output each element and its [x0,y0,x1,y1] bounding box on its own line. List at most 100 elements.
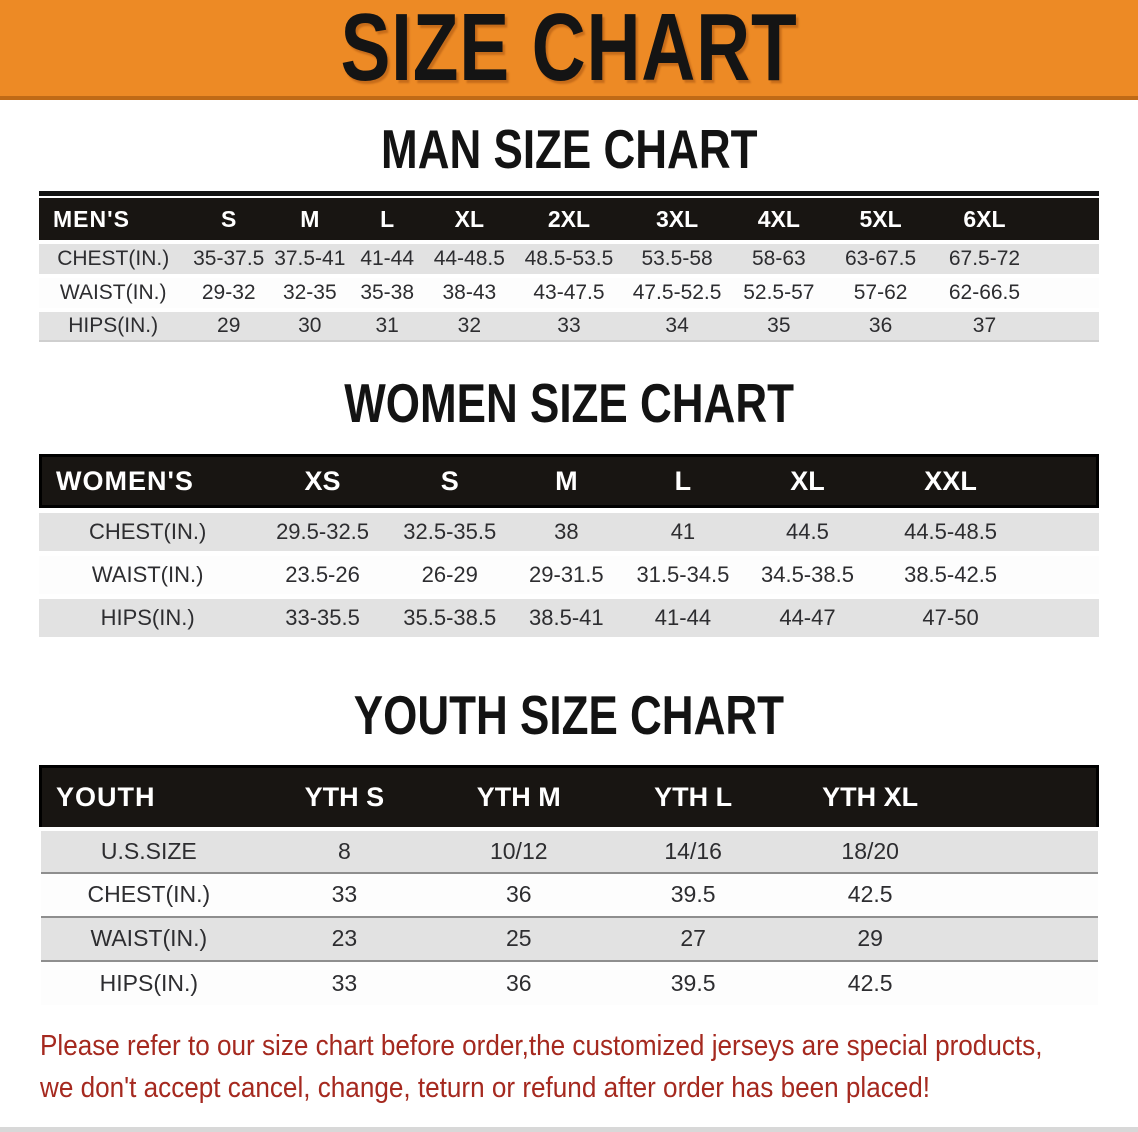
row-label: U.S.SIZE [40,826,258,873]
value-cell: 35 [730,312,828,342]
men-chest-row: CHEST(IN.) 35-37.5 37.5-41 41-44 44-48.5… [39,244,1099,274]
value-cell: 29-31.5 [510,556,622,594]
value-cell: 32-35 [270,278,350,308]
women-size-header: L [621,454,744,508]
women-size-header: XS [256,454,389,508]
value-cell: 31 [349,312,425,342]
men-section-heading: MAN SIZE CHART [0,122,1138,177]
banner: SIZE CHART [0,0,1138,100]
value-cell: 34 [624,312,731,342]
men-group-label: MEN'S [39,198,188,240]
spacer-cell [960,871,1098,917]
value-cell: 44.5 [743,513,872,551]
value-cell: 14/16 [605,826,781,873]
men-hips-row: HIPS(IN.) 29 30 31 32 33 34 35 36 37 [39,312,1099,342]
spacer-cell [960,826,1098,873]
men-size-header: L [349,198,425,240]
value-cell: 29 [187,312,271,342]
women-section-heading-text: WOMEN SIZE CHART [344,372,794,434]
value-cell: 57-62 [827,278,934,308]
row-label: HIPS(IN.) [39,599,257,637]
women-group-label: WOMEN'S [39,454,257,508]
value-cell: 52.5-57 [730,278,828,308]
value-cell: 67.5-72 [933,244,1036,274]
women-header-row: WOMEN'S XS S M L XL XXL [39,454,1099,508]
men-size-header: 2XL [513,198,625,240]
value-cell: 41 [621,513,744,551]
row-label: HIPS(IN.) [39,312,188,342]
men-size-header: M [270,198,350,240]
youth-size-header: YTH L [605,765,781,830]
women-size-header: XXL [871,454,1031,508]
value-cell: 37.5-41 [270,244,350,274]
women-size-header: XL [743,454,872,508]
value-cell: 42.5 [780,959,961,1005]
youth-size-header: YTH S [257,765,432,830]
value-cell: 63-67.5 [827,244,934,274]
value-cell: 36 [431,871,606,917]
value-cell: 8 [257,826,432,873]
value-cell: 33 [513,312,625,342]
youth-waist-row: WAIST(IN.) 23 25 27 29 [40,915,1098,961]
row-label: CHEST(IN.) [40,871,258,917]
youth-size-header: YTH XL [780,765,961,830]
women-chest-row: CHEST(IN.) 29.5-32.5 32.5-35.5 38 41 44.… [39,513,1099,551]
spacer-cell [1035,278,1099,308]
men-size-header: S [187,198,271,240]
value-cell: 29 [780,915,961,961]
spacer-cell [1030,513,1099,551]
value-cell: 36 [827,312,934,342]
value-cell: 30 [270,312,350,342]
women-waist-row: WAIST(IN.) 23.5-26 26-29 29-31.5 31.5-34… [39,556,1099,594]
value-cell: 42.5 [780,871,961,917]
row-label: WAIST(IN.) [39,278,188,308]
value-cell: 36 [431,959,606,1005]
men-header-row: MEN'S S M L XL 2XL 3XL 4XL 5XL 6XL [39,198,1099,240]
value-cell: 53.5-58 [624,244,731,274]
value-cell: 18/20 [780,826,961,873]
value-cell: 44-47 [743,599,872,637]
value-cell: 39.5 [605,959,781,1005]
value-cell: 34.5-38.5 [743,556,872,594]
youth-header-row: YOUTH YTH S YTH M YTH L YTH XL [39,765,1100,830]
spacer-cell [960,765,1100,830]
value-cell: 27 [605,915,781,961]
youth-size-header: YTH M [431,765,606,830]
page-title: SIZE CHART [340,0,798,101]
value-cell: 33-35.5 [256,599,389,637]
order-policy-line-2: we don't accept cancel, change, teturn o… [40,1071,931,1104]
spacer-cell [1030,454,1099,508]
spacer-cell [1035,312,1099,342]
order-policy-note: Please refer to our size chart before or… [40,1025,1138,1109]
value-cell: 10/12 [431,826,606,873]
value-cell: 44-48.5 [424,244,514,274]
value-cell: 41-44 [349,244,425,274]
row-label: HIPS(IN.) [40,959,258,1005]
value-cell: 32 [424,312,514,342]
youth-section-heading: YOUTH SIZE CHART [0,688,1138,743]
value-cell: 23 [257,915,432,961]
women-size-header: S [388,454,511,508]
value-cell: 29.5-32.5 [256,513,389,551]
value-cell: 23.5-26 [256,556,389,594]
value-cell: 38.5-41 [510,599,622,637]
spacer-cell [1035,198,1099,240]
youth-ussize-row: U.S.SIZE 8 10/12 14/16 18/20 [40,826,1098,873]
value-cell: 35-37.5 [187,244,271,274]
men-size-table: MEN'S S M L XL 2XL 3XL 4XL 5XL 6XL CHEST… [39,194,1099,346]
spacer-cell [1030,599,1099,637]
value-cell: 41-44 [621,599,744,637]
youth-section-heading-text: YOUTH SIZE CHART [353,684,785,746]
value-cell: 44.5-48.5 [871,513,1031,551]
row-label: CHEST(IN.) [39,513,257,551]
men-waist-row: WAIST(IN.) 29-32 32-35 35-38 38-43 43-47… [39,278,1099,308]
value-cell: 25 [431,915,606,961]
value-cell: 38.5-42.5 [871,556,1031,594]
value-cell: 32.5-35.5 [388,513,511,551]
men-size-header: 4XL [730,198,828,240]
order-policy-line-1: Please refer to our size chart before or… [40,1029,1043,1062]
value-cell: 35-38 [349,278,425,308]
men-size-header: XL [424,198,514,240]
value-cell: 47.5-52.5 [624,278,731,308]
